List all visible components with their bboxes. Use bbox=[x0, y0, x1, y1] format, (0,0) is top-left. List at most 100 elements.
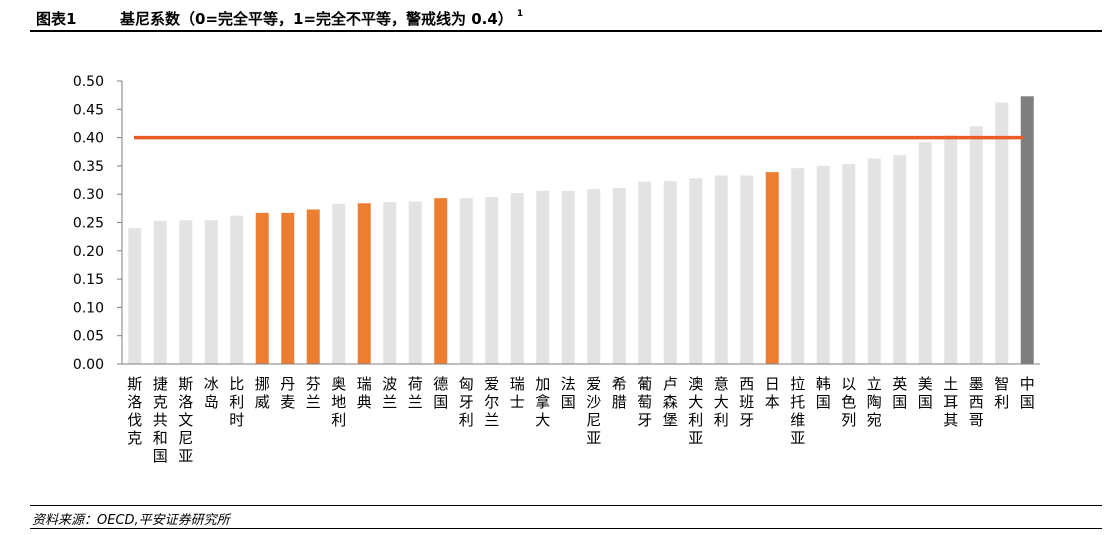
x-tick-label: 比利时 bbox=[229, 375, 244, 429]
x-tick-label: 荷兰 bbox=[408, 375, 423, 411]
x-tick-label: 德国 bbox=[433, 375, 448, 411]
bar bbox=[153, 220, 167, 364]
bar bbox=[842, 164, 856, 364]
x-tick-char: 冰 bbox=[204, 375, 219, 393]
x-tick-char: 捷 bbox=[153, 375, 168, 393]
x-tick-char: 洛 bbox=[178, 393, 193, 411]
x-tick-char: 堡 bbox=[663, 411, 678, 429]
x-tick-label: 土耳其 bbox=[943, 375, 958, 429]
y-tick-label: 0.30 bbox=[73, 187, 104, 203]
y-tick-label: 0.35 bbox=[73, 159, 104, 175]
x-tick-char: 国 bbox=[892, 393, 907, 411]
x-tick-char: 亚 bbox=[688, 429, 703, 447]
x-tick-label: 英国 bbox=[892, 375, 907, 411]
y-tick-label: 0.10 bbox=[73, 300, 104, 316]
x-tick-char: 国 bbox=[918, 393, 933, 411]
bar bbox=[281, 212, 295, 364]
bar bbox=[459, 198, 473, 364]
x-tick-label: 冰岛 bbox=[204, 375, 219, 411]
x-tick-char: 和 bbox=[153, 429, 168, 447]
x-tick-label: 丹麦 bbox=[280, 375, 295, 411]
x-tick-label: 法国 bbox=[561, 375, 576, 411]
bar bbox=[918, 142, 932, 364]
x-tick-label: 挪威 bbox=[255, 375, 270, 411]
bar bbox=[357, 203, 371, 364]
x-tick-char: 奥 bbox=[331, 375, 346, 393]
figure-title-text: 基尼系数（0=完全平等，1=完全不平等，警戒线为 0.4） bbox=[120, 10, 513, 28]
x-tick-char: 澳 bbox=[688, 375, 703, 393]
x-tick-label: 匈牙利 bbox=[459, 375, 474, 429]
x-tick-char: 匈 bbox=[459, 375, 474, 393]
x-tick-char: 尔 bbox=[484, 393, 499, 411]
x-tick-char: 韩 bbox=[816, 375, 831, 393]
y-tick-label: 0.00 bbox=[73, 357, 104, 373]
x-tick-char: 立 bbox=[867, 375, 882, 393]
x-tick-label: 波兰 bbox=[382, 375, 397, 411]
bar bbox=[204, 220, 218, 364]
x-tick-char: 土 bbox=[943, 375, 958, 393]
x-tick-label: 智利 bbox=[994, 375, 1009, 411]
x-tick-label: 拉托维亚 bbox=[790, 375, 805, 447]
x-tick-char: 美 bbox=[918, 375, 933, 393]
x-tick-label: 奥地利 bbox=[331, 375, 346, 429]
x-tick-char: 宛 bbox=[867, 411, 882, 429]
bar bbox=[816, 165, 830, 364]
x-tick-label: 日本 bbox=[765, 375, 780, 411]
x-tick-char: 岛 bbox=[204, 393, 219, 411]
x-tick-char: 芬 bbox=[306, 375, 321, 393]
x-tick-label: 立陶宛 bbox=[867, 375, 882, 429]
bar bbox=[230, 215, 244, 364]
x-tick-label: 卢森堡 bbox=[663, 375, 678, 429]
x-tick-char: 拿 bbox=[535, 393, 550, 411]
x-tick-char: 沙 bbox=[586, 393, 601, 411]
x-tick-char: 牙 bbox=[459, 393, 474, 411]
x-tick-char: 卢 bbox=[663, 375, 678, 393]
x-tick-char: 爱 bbox=[586, 375, 601, 393]
x-tick-char: 麦 bbox=[280, 393, 295, 411]
x-tick-label: 加拿大 bbox=[535, 375, 550, 429]
x-tick-char: 时 bbox=[229, 411, 244, 429]
source-note: 资料来源：OECD,平安证券研究所 bbox=[32, 513, 230, 528]
x-tick-char: 典 bbox=[357, 393, 372, 411]
x-tick-char: 德 bbox=[433, 375, 448, 393]
x-tick-char: 牙 bbox=[637, 411, 652, 429]
x-tick-char: 牙 bbox=[739, 411, 754, 429]
x-tick-char: 利 bbox=[459, 411, 474, 429]
x-tick-label: 瑞士 bbox=[510, 375, 525, 411]
x-tick-label: 澳大利亚 bbox=[688, 375, 703, 447]
x-tick-char: 比 bbox=[229, 375, 244, 393]
x-tick-char: 威 bbox=[255, 393, 270, 411]
figure-header: 图表1 基尼系数（0=完全平等，1=完全不平等，警戒线为 0.4） 1 bbox=[30, 6, 1102, 32]
x-tick-char: 荷 bbox=[408, 375, 423, 393]
x-tick-char: 利 bbox=[688, 411, 703, 429]
bar bbox=[995, 102, 1009, 365]
x-tick-char: 大 bbox=[688, 393, 703, 411]
x-tick-label: 中国 bbox=[1020, 375, 1035, 411]
bar bbox=[638, 181, 652, 364]
bar bbox=[510, 193, 524, 364]
x-tick-char: 瑞 bbox=[510, 375, 525, 393]
x-tick-char: 尼 bbox=[586, 411, 601, 429]
bar bbox=[1020, 96, 1034, 365]
x-tick-char: 伐 bbox=[127, 411, 142, 429]
bar bbox=[408, 201, 422, 364]
x-tick-label: 美国 bbox=[918, 375, 933, 411]
bar bbox=[536, 190, 550, 364]
x-tick-char: 兰 bbox=[484, 411, 499, 429]
y-tick-label: 0.40 bbox=[73, 131, 104, 147]
x-tick-char: 加 bbox=[535, 375, 550, 393]
bar bbox=[944, 135, 958, 364]
x-tick-char: 利 bbox=[994, 393, 1009, 411]
bar bbox=[128, 228, 142, 364]
bar bbox=[791, 168, 805, 364]
x-tick-char: 波 bbox=[382, 375, 397, 393]
bar bbox=[561, 190, 575, 364]
bar bbox=[434, 198, 448, 364]
y-tick-label: 0.45 bbox=[73, 102, 104, 118]
x-tick-char: 耳 bbox=[943, 393, 958, 411]
x-tick-char: 国 bbox=[433, 393, 448, 411]
bar bbox=[867, 158, 881, 364]
x-tick-char: 列 bbox=[841, 411, 856, 429]
figure-title: 基尼系数（0=完全平等，1=完全不平等，警戒线为 0.4） 1 bbox=[120, 8, 523, 29]
